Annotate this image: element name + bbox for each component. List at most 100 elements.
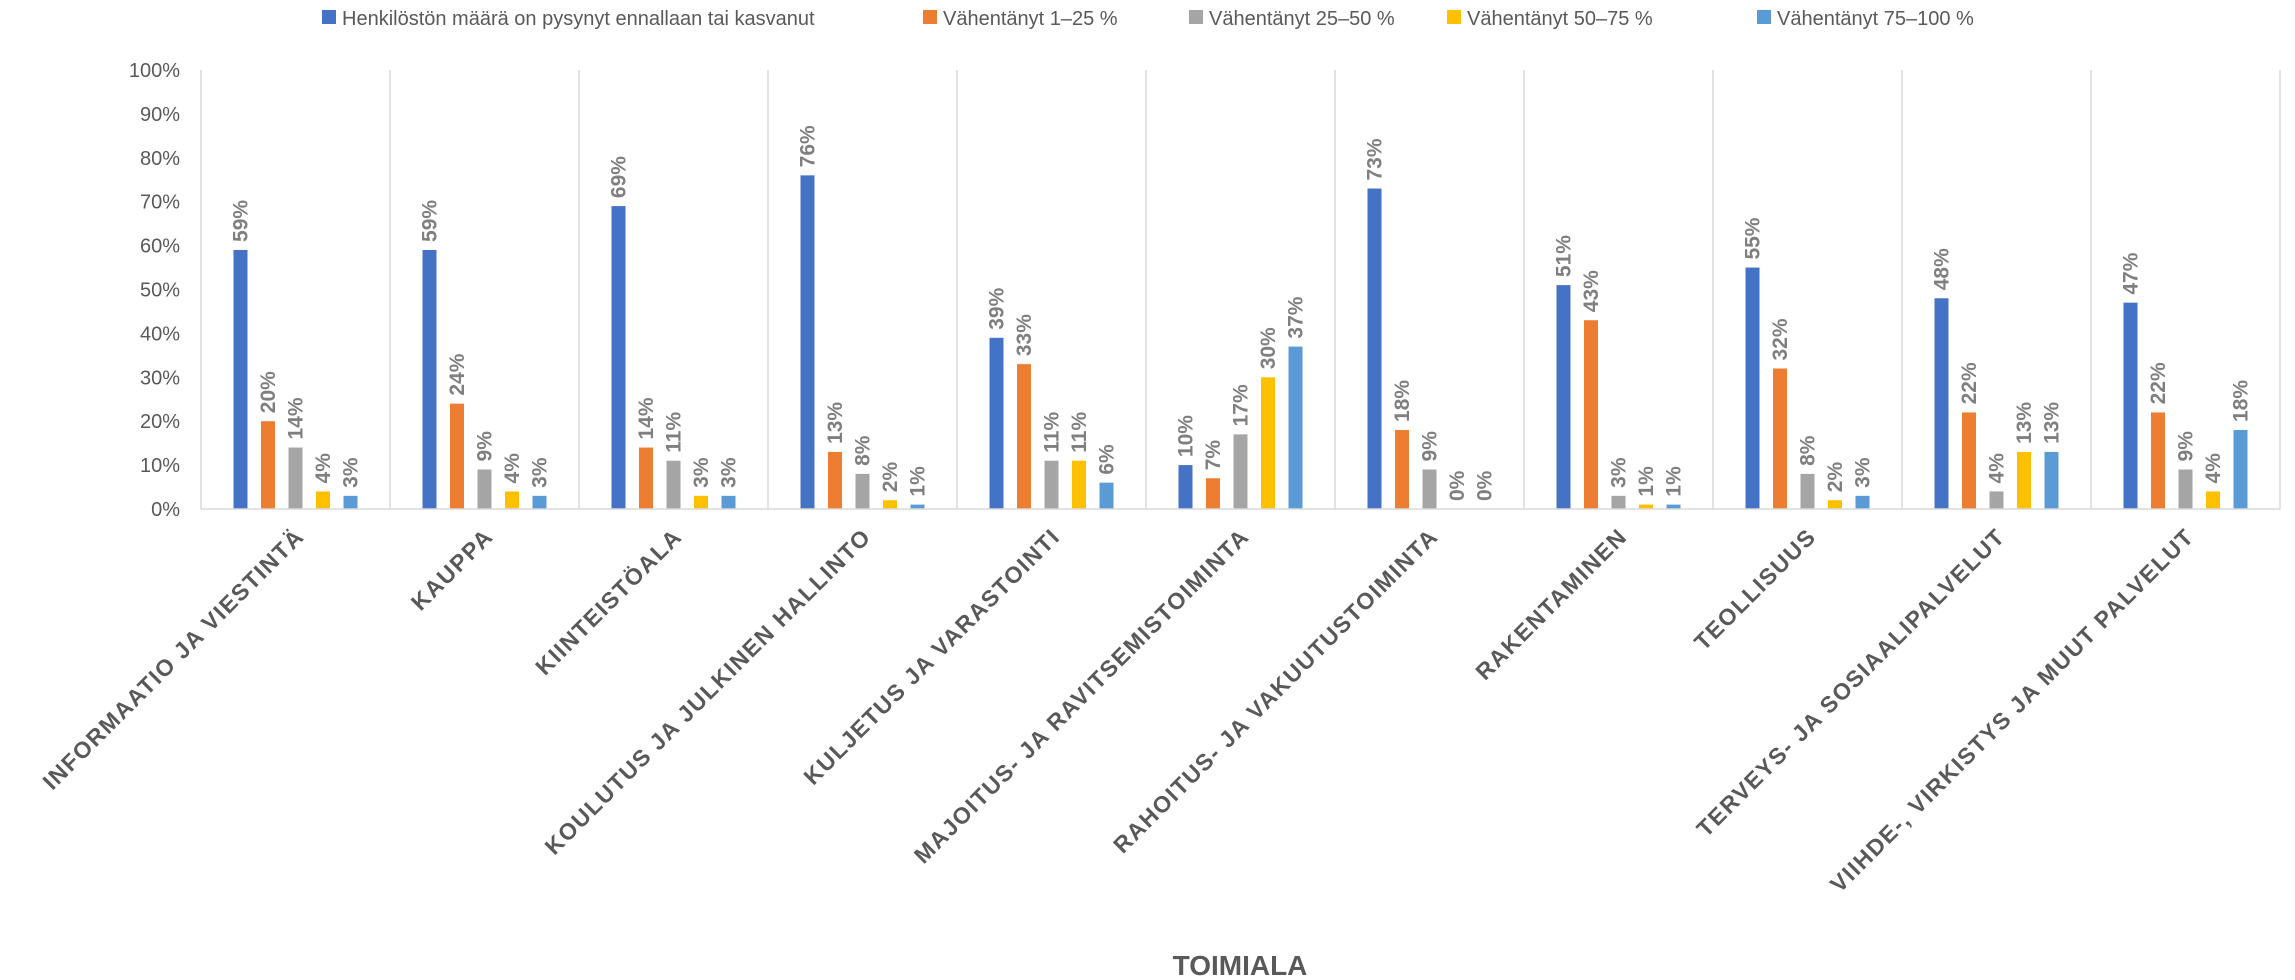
legend-item: Henkilöstön määrä on pysynyt ennallaan t… xyxy=(322,8,815,30)
bar xyxy=(1855,495,1870,509)
legend-swatch xyxy=(1189,10,1203,24)
x-tick-label: TEOLLISUUS xyxy=(1689,523,1821,655)
bar xyxy=(1044,460,1059,509)
x-tick-label: TERVEYS- JA SOSIAALIPALVELUT xyxy=(1691,523,2010,842)
legend-label: Vähentänyt 25–50 % xyxy=(1209,8,1395,30)
data-label: 4% xyxy=(1986,453,2009,484)
data-label: 47% xyxy=(2120,252,2143,294)
data-label: 48% xyxy=(1931,248,1954,290)
data-label: 69% xyxy=(608,156,631,198)
data-label: 14% xyxy=(635,397,658,439)
x-tick-label: VIIHDE-, VIRKISTYS JA MUUT PALVELUT xyxy=(1825,523,2199,897)
bar xyxy=(2123,302,2138,509)
legend-label: Vähentänyt 75–100 % xyxy=(1777,8,1974,30)
legend-item: Vähentänyt 75–100 % xyxy=(1757,8,1974,30)
legend-item: Vähentänyt 25–50 % xyxy=(1189,8,1395,30)
bar xyxy=(505,491,519,509)
y-axis: 0% 10% 20% 30% 40% 50% 60% 70% 80% 90% 100% xyxy=(129,60,180,521)
y-tick-label: 50% xyxy=(140,280,180,302)
data-label: 9% xyxy=(2175,431,2198,462)
bar xyxy=(1556,285,1571,509)
y-tick-label: 90% xyxy=(140,104,180,126)
bar xyxy=(2017,451,2031,509)
bar xyxy=(1934,298,1949,509)
legend: Henkilöstön määrä on pysynyt ennallaan t… xyxy=(322,8,1974,30)
data-label: 10% xyxy=(1175,415,1198,457)
data-label: 2% xyxy=(879,462,902,493)
bar xyxy=(989,337,1004,509)
y-tick-label: 60% xyxy=(140,236,180,258)
data-label: 1% xyxy=(1663,466,1686,497)
legend-item: Vähentänyt 1–25 % xyxy=(923,8,1118,30)
data-label: 3% xyxy=(529,457,552,488)
data-label: 20% xyxy=(257,371,280,413)
y-tick-label: 70% xyxy=(140,192,180,214)
y-tick-label: 0% xyxy=(151,499,180,521)
data-label: 1% xyxy=(907,466,930,497)
bar xyxy=(1745,267,1760,509)
bar xyxy=(2151,412,2165,509)
bar xyxy=(316,491,330,509)
data-label: 3% xyxy=(1608,457,1631,488)
data-label: 8% xyxy=(852,435,875,466)
data-label: 0% xyxy=(1446,470,1469,501)
data-label: 4% xyxy=(501,453,524,484)
y-tick-label: 80% xyxy=(140,148,180,170)
data-label: 11% xyxy=(1041,412,1064,453)
bar xyxy=(2206,491,2220,509)
bar xyxy=(288,447,303,509)
data-label: 1% xyxy=(1635,466,1658,497)
data-label: 30% xyxy=(1257,327,1280,369)
bar xyxy=(261,421,275,509)
data-label: 11% xyxy=(663,412,686,453)
legend-swatch xyxy=(1757,10,1771,24)
bar xyxy=(855,473,870,509)
data-label: 39% xyxy=(986,287,1009,329)
bar xyxy=(1395,429,1409,509)
data-label: 13% xyxy=(2041,402,2064,444)
data-label: 22% xyxy=(2147,362,2170,404)
bar xyxy=(1072,460,1086,509)
bar xyxy=(1773,368,1787,509)
data-label: 73% xyxy=(1364,138,1387,180)
legend-label: Henkilöstön määrä on pysynyt ennallaan t… xyxy=(342,8,815,30)
x-tick-label: INFORMAATIO JA VIESTINTÄ xyxy=(38,523,310,795)
data-label: 33% xyxy=(1013,314,1036,356)
bar xyxy=(639,447,653,509)
bar xyxy=(1611,495,1626,509)
bar xyxy=(1261,377,1275,509)
bar xyxy=(532,495,547,509)
bar xyxy=(1962,412,1976,509)
bar xyxy=(828,451,842,509)
data-label: 18% xyxy=(2230,380,2253,422)
data-label: 13% xyxy=(2013,402,2036,444)
bar xyxy=(1666,504,1681,509)
data-label: 4% xyxy=(312,453,335,484)
x-axis: INFORMAATIO JA VIESTINTÄ KAUPPA KIINTEISTÖ… xyxy=(38,508,2280,897)
data-label: 3% xyxy=(718,457,741,488)
bar xyxy=(1800,473,1815,509)
bar xyxy=(233,249,248,510)
data-label: 2% xyxy=(1824,462,1847,493)
data-label: 18% xyxy=(1391,380,1414,422)
bars xyxy=(233,175,2248,510)
data-label: 4% xyxy=(2202,453,2225,484)
data-label: 24% xyxy=(446,353,469,395)
data-label: 9% xyxy=(474,431,497,462)
legend-swatch xyxy=(322,10,336,24)
bar xyxy=(1099,482,1114,509)
data-label: 0% xyxy=(1474,470,1497,501)
x-tick-label: KAUPPA xyxy=(406,523,498,615)
x-tick-label: MAJOITUS- JA RAVITSEMISTOIMINTA xyxy=(909,523,1254,868)
bar xyxy=(800,175,815,510)
y-tick-label: 30% xyxy=(140,367,180,389)
x-tick-label: RAKENTAMINEN xyxy=(1470,523,1632,685)
x-tick-label: RAHOITUS- JA VAKUUTUSTOIMINTA xyxy=(1108,523,1443,858)
bar xyxy=(2178,469,2193,509)
data-label: 55% xyxy=(1742,217,1765,259)
bar xyxy=(422,249,437,510)
data-label: 43% xyxy=(1580,270,1603,312)
y-tick-label: 100% xyxy=(129,60,180,82)
